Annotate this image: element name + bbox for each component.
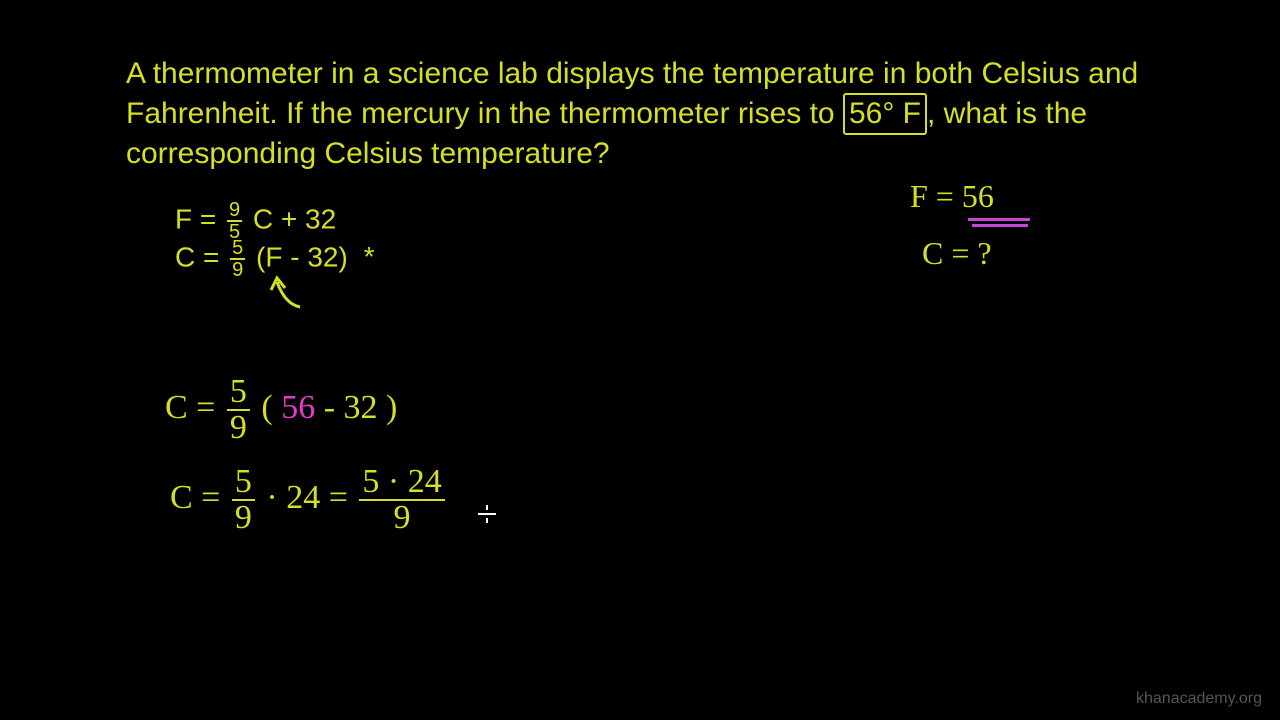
calc2-fraction-1: 5 9	[232, 465, 255, 535]
formula2-left: C =	[175, 241, 227, 272]
frac-den: 9	[230, 260, 245, 280]
fraction-9-5: 9 5	[227, 200, 242, 242]
calc2-f1-num: 5	[232, 465, 255, 501]
formula2-right: (F - 32)	[256, 241, 356, 272]
arrow-annotation	[265, 272, 315, 312]
c-label: C =	[922, 235, 977, 271]
calc1-paren: (	[261, 389, 281, 426]
calc2-f1-den: 9	[232, 501, 255, 535]
calc2-dot: ·	[266, 479, 286, 516]
frac-num: 9	[227, 200, 242, 222]
calc2-f2-den: 9	[391, 501, 414, 535]
formula1-right: C + 32	[253, 203, 336, 234]
calc1-den: 9	[227, 411, 250, 445]
calculation-step-2: C = 5 9 · 24 = 5 · 24 9	[170, 465, 448, 535]
frac-num: 5	[230, 238, 245, 260]
given-fahrenheit: F = 56	[910, 178, 994, 215]
calc2-fraction-2: 5 · 24 9	[359, 465, 444, 535]
calc1-num: 5	[227, 375, 250, 411]
f-label: F =	[910, 178, 962, 214]
f-value: 56	[962, 178, 994, 214]
calc1-fraction: 5 9	[227, 375, 250, 445]
underline-1	[968, 218, 1030, 221]
calc2-f2-num: 5 · 24	[359, 465, 444, 501]
calc2-left: C =	[170, 479, 229, 516]
drawing-cursor	[478, 505, 496, 523]
given-celsius-unknown: C = ?	[922, 235, 992, 272]
calculation-step-1: C = 5 9 ( 56 - 32 )	[165, 375, 397, 445]
calc1-rest: - 32 )	[315, 389, 397, 426]
c-value: ?	[977, 235, 991, 271]
calc2-eq: =	[329, 479, 357, 516]
problem-statement: A thermometer in a science lab displays …	[126, 55, 1156, 173]
asterisk: *	[364, 241, 375, 272]
watermark: khanacademy.org	[1136, 690, 1262, 708]
formula1-left: F =	[175, 203, 224, 234]
calc2-val: 24	[286, 479, 320, 516]
calc1-magenta-value: 56	[281, 389, 315, 426]
underline-2	[972, 224, 1028, 227]
fraction-5-9: 5 9	[230, 238, 245, 280]
highlighted-temperature: 56° F	[843, 93, 927, 135]
calc1-left: C =	[165, 389, 224, 426]
formula-f-to-c: F = 9 5 C + 32	[175, 200, 336, 242]
